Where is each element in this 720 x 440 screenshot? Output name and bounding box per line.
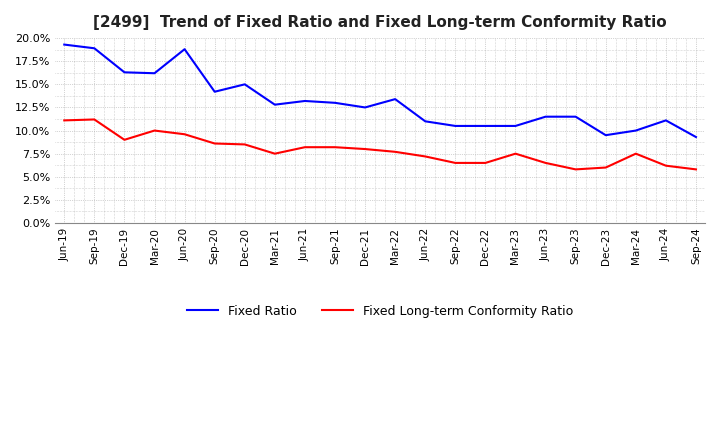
Fixed Ratio [662, 118, 670, 123]
Fixed Long-term Conformity Ratio [391, 149, 400, 154]
Fixed Ratio [511, 123, 520, 128]
Fixed Long-term Conformity Ratio [330, 145, 339, 150]
Fixed Long-term Conformity Ratio [60, 118, 68, 123]
Fixed Ratio [601, 132, 610, 138]
Fixed Long-term Conformity Ratio [271, 151, 279, 156]
Fixed Ratio [451, 123, 459, 128]
Fixed Long-term Conformity Ratio [180, 132, 189, 137]
Fixed Long-term Conformity Ratio [601, 165, 610, 170]
Fixed Long-term Conformity Ratio [150, 128, 159, 133]
Fixed Ratio [300, 98, 309, 103]
Line: Fixed Ratio: Fixed Ratio [64, 44, 696, 137]
Line: Fixed Long-term Conformity Ratio: Fixed Long-term Conformity Ratio [64, 120, 696, 169]
Fixed Ratio [180, 47, 189, 52]
Fixed Ratio [692, 134, 701, 139]
Fixed Long-term Conformity Ratio [451, 160, 459, 165]
Fixed Long-term Conformity Ratio [90, 117, 99, 122]
Title: [2499]  Trend of Fixed Ratio and Fixed Long-term Conformity Ratio: [2499] Trend of Fixed Ratio and Fixed Lo… [94, 15, 667, 30]
Fixed Long-term Conformity Ratio [210, 141, 219, 146]
Fixed Long-term Conformity Ratio [361, 147, 369, 152]
Fixed Ratio [421, 119, 430, 124]
Fixed Long-term Conformity Ratio [120, 137, 129, 143]
Fixed Ratio [631, 128, 640, 133]
Fixed Ratio [60, 42, 68, 47]
Fixed Long-term Conformity Ratio [692, 167, 701, 172]
Fixed Long-term Conformity Ratio [572, 167, 580, 172]
Fixed Ratio [271, 102, 279, 107]
Fixed Long-term Conformity Ratio [481, 160, 490, 165]
Fixed Long-term Conformity Ratio [300, 145, 309, 150]
Fixed Long-term Conformity Ratio [421, 154, 430, 159]
Fixed Ratio [541, 114, 550, 119]
Fixed Long-term Conformity Ratio [662, 163, 670, 169]
Fixed Long-term Conformity Ratio [511, 151, 520, 156]
Fixed Ratio [210, 89, 219, 94]
Fixed Ratio [120, 70, 129, 75]
Fixed Ratio [150, 70, 159, 76]
Fixed Ratio [330, 100, 339, 106]
Fixed Long-term Conformity Ratio [240, 142, 249, 147]
Fixed Ratio [391, 96, 400, 102]
Fixed Ratio [90, 46, 99, 51]
Fixed Ratio [481, 123, 490, 128]
Fixed Ratio [361, 105, 369, 110]
Fixed Ratio [240, 82, 249, 87]
Fixed Long-term Conformity Ratio [541, 160, 550, 165]
Fixed Ratio [572, 114, 580, 119]
Fixed Long-term Conformity Ratio [631, 151, 640, 156]
Legend: Fixed Ratio, Fixed Long-term Conformity Ratio: Fixed Ratio, Fixed Long-term Conformity … [182, 300, 578, 323]
